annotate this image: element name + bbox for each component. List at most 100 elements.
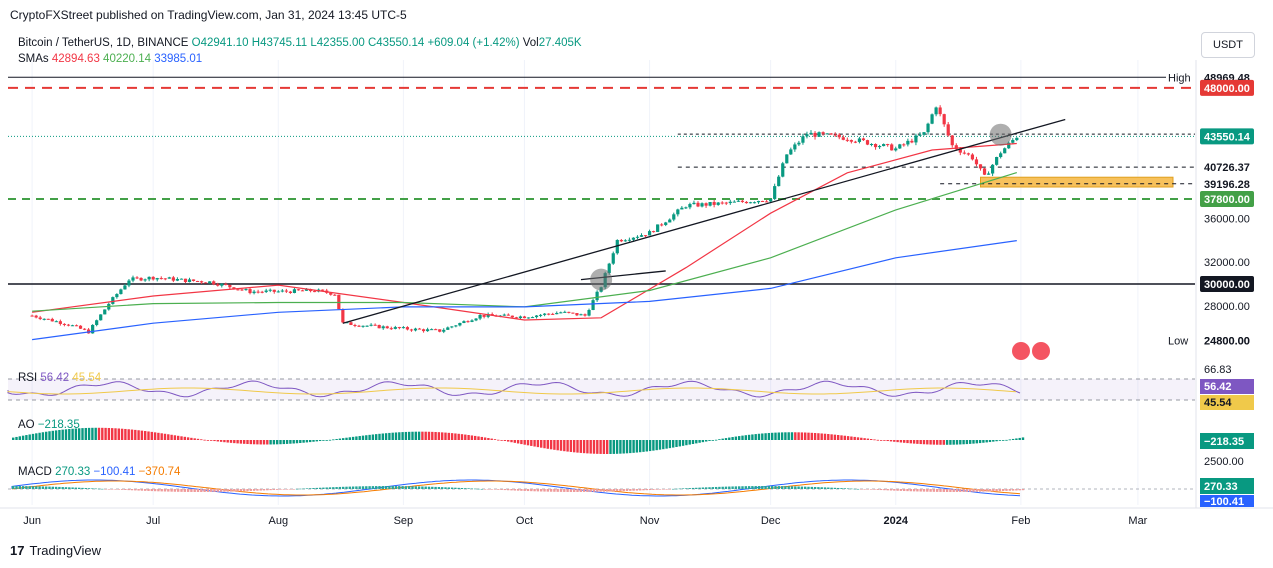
macd-hist-bar	[223, 489, 226, 492]
currency-button[interactable]: USDT	[1201, 32, 1255, 58]
price-label: 43550.14	[1204, 131, 1251, 143]
macd-hist-bar	[879, 489, 883, 491]
macd-hist-bar	[203, 489, 206, 492]
macd-hist-bar	[190, 489, 193, 492]
rsi-tag: 56.42	[1204, 381, 1232, 393]
ao-bar	[619, 440, 622, 454]
candle-body	[405, 327, 410, 330]
candle-body	[421, 329, 426, 332]
candle-body	[264, 290, 268, 292]
macd-hist-bar	[71, 487, 74, 489]
ao-bar	[645, 440, 648, 452]
candle-body	[353, 325, 357, 327]
candle-body	[474, 318, 478, 321]
ao-bar	[233, 440, 236, 444]
candle-body	[224, 283, 228, 285]
macd-hist-bar	[1005, 489, 1008, 491]
candle-body	[502, 314, 506, 316]
ao-bar	[127, 429, 130, 440]
macd-hist-bar	[411, 486, 414, 489]
ao-bar	[658, 440, 662, 450]
ao-bar	[959, 440, 962, 445]
candle-body	[260, 291, 264, 293]
macd-hist-bar	[18, 486, 21, 489]
ao-bar	[530, 440, 533, 446]
ao-bar	[886, 440, 889, 442]
macd-hist-bar	[777, 486, 780, 489]
ao-bar	[315, 440, 318, 442]
candle-body	[635, 236, 640, 238]
ao-bar	[810, 432, 813, 440]
ao-bar	[1021, 437, 1025, 440]
candle-body	[268, 289, 272, 291]
sma-label[interactable]: SMAs	[18, 53, 49, 65]
macd-label[interactable]: MACD	[18, 466, 52, 478]
x-tick-label: Sep	[394, 515, 414, 527]
ao-value: −218.35	[37, 419, 80, 431]
ao-bar	[866, 438, 870, 440]
ao-label[interactable]: AO	[18, 419, 35, 431]
candle-body	[748, 202, 753, 204]
macd-hist-bar	[15, 486, 18, 489]
candle-body	[752, 202, 757, 204]
macd-hist-bar	[840, 488, 843, 489]
tradingview-footer[interactable]: 17 TradingView	[10, 543, 101, 558]
candle-body	[539, 314, 543, 316]
candle-body	[773, 186, 777, 199]
macd-hist-value: −370.74	[138, 466, 181, 478]
ao-bar	[384, 433, 388, 440]
candle-body	[696, 202, 700, 207]
candle-body	[377, 324, 381, 329]
macd-hist-bar	[985, 489, 988, 492]
candle-body	[304, 289, 309, 291]
macd-hist-bar	[500, 489, 503, 490]
ao-bar	[483, 437, 487, 440]
ao-bar	[200, 439, 203, 441]
x-tick-label: Mar	[1128, 515, 1147, 527]
candle-body	[506, 314, 510, 316]
candle-body	[292, 289, 297, 293]
macd-hist-bar	[186, 489, 190, 492]
ao-bar	[685, 440, 688, 446]
price-label: 30000.00	[1204, 279, 1250, 291]
rsi-label[interactable]: RSI	[18, 372, 38, 384]
candle-body	[986, 173, 991, 175]
candle-body	[611, 253, 615, 264]
macd-hist-bar	[530, 489, 533, 492]
ao-bar	[639, 440, 642, 453]
macd-hist-bar	[183, 489, 186, 492]
macd-hist-bar	[780, 486, 784, 489]
macd-hist-bar	[114, 489, 117, 490]
macd-hist-bar	[936, 489, 939, 492]
macd-hist-bar	[932, 489, 936, 492]
ao-bar	[507, 440, 510, 442]
candle-body	[744, 201, 749, 204]
tradingview-brand: TradingView	[29, 543, 102, 558]
ao-bar	[705, 440, 708, 442]
macd-hist-bar	[992, 489, 995, 492]
rsi-upper-tick: 66.83	[1204, 364, 1232, 376]
macd-hist-bar	[817, 487, 820, 489]
candle-body	[191, 279, 196, 281]
ao-bar	[764, 433, 767, 440]
macd-hist-bar	[421, 486, 424, 489]
macd-hist-bar	[493, 489, 497, 490]
ao-bar	[777, 432, 780, 440]
ao-bar	[183, 436, 186, 440]
candle-body	[607, 263, 611, 274]
macd-hist-bar	[526, 489, 530, 492]
candle-body	[962, 152, 966, 154]
candle-body	[446, 327, 450, 330]
candle-body	[103, 309, 107, 315]
ao-bar	[945, 440, 949, 445]
macd-hist-bar	[655, 489, 658, 490]
macd-hist-bar	[117, 489, 120, 490]
ao-bar	[681, 440, 685, 446]
macd-hist-bar	[774, 486, 777, 489]
macd-signal-tag: −100.41	[1204, 496, 1244, 508]
ao-bar	[642, 440, 645, 452]
symbol-title[interactable]: Bitcoin / TetherUS, 1D, BINANCE	[18, 37, 189, 49]
ao-bar	[276, 440, 279, 445]
macd-hist-bar	[503, 489, 507, 491]
